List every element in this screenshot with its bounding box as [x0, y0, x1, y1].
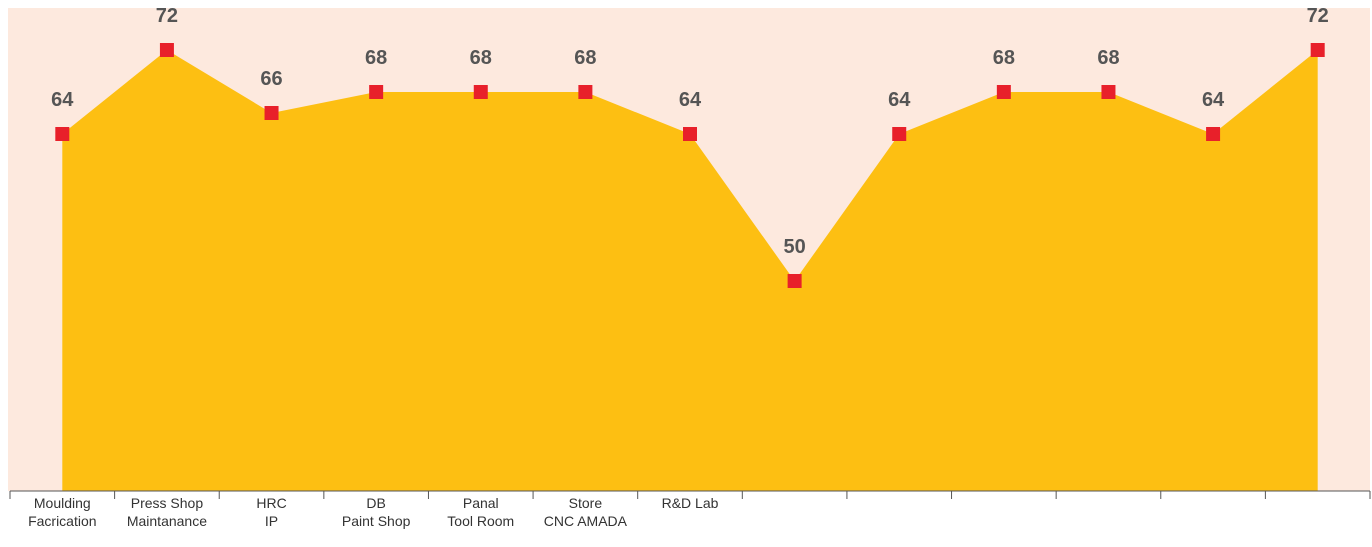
x-tick-label: DB	[366, 495, 385, 511]
marker	[159, 43, 174, 57]
x-tick-label: Press Shop	[131, 495, 204, 511]
marker	[683, 127, 697, 141]
x-tick-label: Panal	[463, 495, 499, 511]
marker	[473, 85, 488, 99]
x-tick-label: Maintanance	[127, 513, 207, 529]
marker	[1101, 85, 1116, 99]
x-tick-label: R&D Lab	[662, 495, 719, 511]
marker	[369, 85, 384, 99]
area	[62, 50, 1318, 491]
marker	[787, 274, 802, 288]
value-label: 64	[51, 89, 74, 111]
x-tick-label: HRC	[256, 495, 286, 511]
value-label: 68	[1097, 47, 1119, 69]
marker	[1206, 127, 1221, 141]
value-label: 64	[679, 89, 702, 111]
marker	[55, 127, 70, 141]
value-label: 68	[574, 47, 596, 69]
value-label: 64	[888, 89, 911, 111]
x-tick-label: Facrication	[28, 513, 96, 529]
marker	[264, 106, 279, 120]
value-label: 68	[993, 47, 1015, 69]
marker	[996, 85, 1011, 99]
x-tick-label: CNC AMADA	[544, 513, 628, 529]
value-label: 68	[365, 47, 387, 69]
marker	[892, 127, 907, 141]
value-label: 72	[1307, 5, 1329, 27]
x-tick-label: Tool Room	[447, 513, 514, 529]
x-tick-label: IP	[265, 513, 278, 529]
value-label: 72	[156, 5, 178, 27]
marker	[578, 85, 593, 99]
marker	[1310, 43, 1325, 57]
value-label: 66	[260, 68, 282, 90]
x-tick-label: Paint Shop	[342, 513, 411, 529]
x-tick-label: Moulding	[34, 495, 91, 511]
value-label: 64	[1202, 89, 1225, 111]
x-tick-label: Store	[569, 495, 603, 511]
value-label: 68	[470, 47, 492, 69]
value-label: 50	[783, 236, 805, 258]
